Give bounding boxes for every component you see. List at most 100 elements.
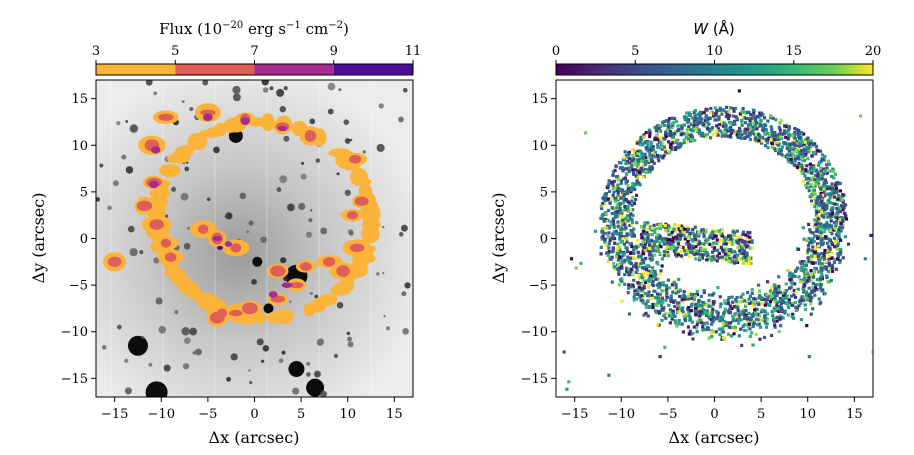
w-pixel <box>681 310 685 314</box>
w-pixel <box>811 237 815 241</box>
w-pixel <box>601 201 605 206</box>
w-pixel <box>631 283 635 287</box>
w-pixel <box>636 244 640 249</box>
w-pixel <box>731 122 735 127</box>
w-pixel <box>610 205 614 210</box>
w-pixel <box>839 229 843 233</box>
w-pixel <box>669 297 673 301</box>
w-pixel <box>651 245 655 249</box>
w-pixel <box>698 252 702 256</box>
flux-contour-level-2 <box>197 224 209 234</box>
w-pixel <box>650 294 654 298</box>
w-pixel <box>714 128 719 133</box>
w-pixel <box>641 175 645 179</box>
w-pixel <box>670 246 674 250</box>
w-pixel <box>793 144 797 148</box>
w-pixel <box>742 311 746 316</box>
w-pixel <box>636 169 640 173</box>
w-pixel <box>674 246 678 250</box>
w-pixel <box>675 311 680 315</box>
w-pixel <box>686 325 691 329</box>
w-pixel <box>773 323 777 327</box>
w-pixel <box>815 242 820 246</box>
w-pixel <box>827 257 831 261</box>
w-pixel <box>820 252 824 256</box>
w-pixel <box>676 240 680 244</box>
w-pixel <box>713 257 717 261</box>
w-pixel <box>650 239 654 243</box>
w-pixel <box>833 225 838 229</box>
background-source <box>327 108 334 115</box>
flux-contour-level-1 <box>328 148 352 158</box>
background-source <box>249 380 253 385</box>
background-source <box>398 116 404 123</box>
w-pixel <box>748 231 752 235</box>
w-pixel <box>716 285 720 290</box>
w-pixel <box>724 123 728 127</box>
w-pixel <box>738 300 742 304</box>
background-source <box>292 387 300 395</box>
w-pixel <box>747 125 751 130</box>
w-pixel <box>688 296 692 300</box>
w-pixel <box>707 293 711 297</box>
background-source <box>313 370 321 378</box>
w-pixel <box>607 246 611 250</box>
w-pixel <box>794 157 798 161</box>
w-pixel <box>621 214 625 218</box>
w-pixel <box>822 158 826 162</box>
w-pixel <box>805 239 809 243</box>
w-pixel <box>818 187 823 191</box>
w-pixel <box>723 134 727 138</box>
w-pixel <box>819 231 823 235</box>
w-pixel <box>788 144 792 148</box>
w-pixel <box>679 245 683 249</box>
w-pixel <box>813 261 818 265</box>
w-pixel <box>662 154 666 158</box>
w-pixel <box>689 128 693 132</box>
w-pixel <box>807 150 811 154</box>
w-pixel <box>794 308 798 313</box>
w-pixel <box>631 182 635 186</box>
w-pixel <box>670 125 674 129</box>
w-pixel <box>778 135 782 139</box>
w-pixel <box>736 245 740 249</box>
w-pixel <box>681 330 686 334</box>
background-source <box>153 257 160 264</box>
w-pixel <box>792 139 796 143</box>
w-pixel <box>811 261 815 265</box>
w-pixel <box>826 269 831 274</box>
w-pixel <box>632 295 636 299</box>
w-pixel <box>785 147 789 151</box>
w-pixel <box>620 221 624 225</box>
w-pixel <box>808 273 812 277</box>
w-pixel <box>666 231 670 235</box>
background-source <box>248 220 254 226</box>
flux-colorbar-tick-label: 3 <box>92 44 100 59</box>
w-pixel <box>708 129 712 133</box>
w-pixel <box>609 236 613 240</box>
w-pixel <box>816 149 820 153</box>
w-pixel <box>836 213 840 218</box>
w-pixel <box>765 293 769 297</box>
w-pixel <box>818 161 822 165</box>
w-pixel <box>687 227 691 231</box>
w-pixel <box>817 171 822 175</box>
w-pixel <box>699 120 704 124</box>
w-pixel <box>651 266 655 270</box>
w-pixel <box>648 155 652 159</box>
w-pixel <box>642 226 646 230</box>
w-pixel <box>628 157 632 161</box>
w-pixel <box>843 203 847 207</box>
w-pixel <box>599 204 603 208</box>
w-pixel <box>644 232 648 236</box>
w-pixel <box>720 239 724 243</box>
w-pixel <box>664 311 668 316</box>
w-pixel <box>614 255 619 259</box>
w-pixel <box>817 282 821 286</box>
flux-contour-level-1 <box>350 168 369 187</box>
w-pixel <box>711 230 715 234</box>
w-pixel <box>754 313 758 317</box>
w-pixel <box>721 132 725 136</box>
background-source <box>194 348 202 356</box>
w-pixel <box>823 184 827 188</box>
